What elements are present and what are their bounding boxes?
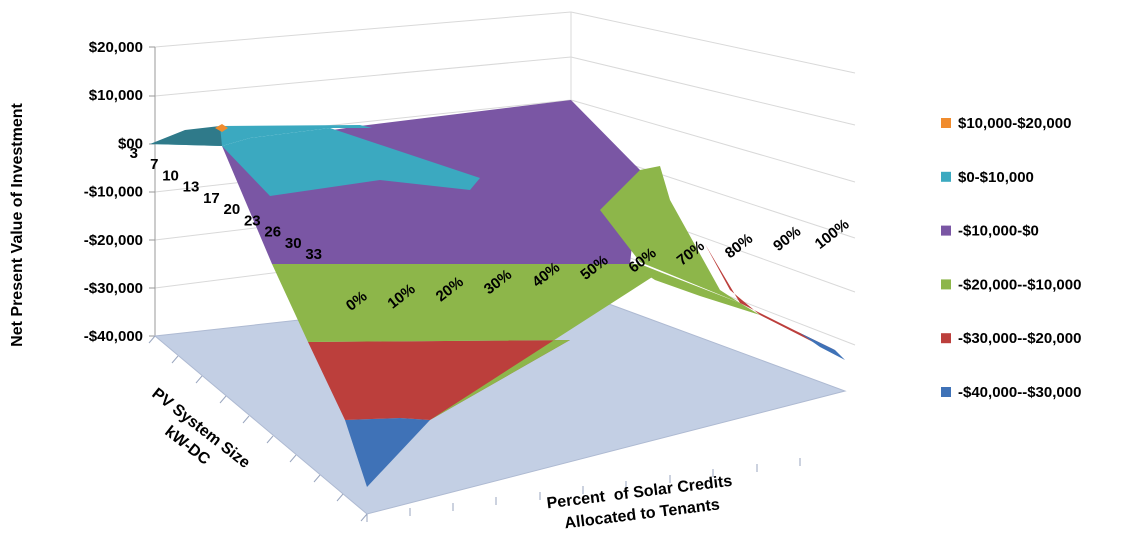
legend-swatch xyxy=(941,225,951,236)
size-axis-tick-label: 20 xyxy=(224,201,241,218)
percent-axis-tick-label: 80% xyxy=(722,230,756,262)
size-axis-tick-label: 33 xyxy=(305,246,322,263)
legend-swatch xyxy=(941,279,951,290)
z-axis-tick-label: $20,000 xyxy=(89,39,143,56)
z-axis-tick-label: -$40,000 xyxy=(84,328,143,345)
z-axis-tick-label: -$20,000 xyxy=(84,232,143,249)
surface-right-green-patch xyxy=(600,166,740,303)
surface-band-neg40k xyxy=(345,418,430,487)
surface-region-10k-20k xyxy=(215,124,228,132)
z-axis-tick-label: $00 xyxy=(118,135,143,152)
legend-label: -$20,000--$10,000 xyxy=(958,276,1081,293)
legend-label: -$10,000-$0 xyxy=(958,223,1039,240)
size-axis-tick-label: 3 xyxy=(130,145,138,162)
percent-axis-tick-label: 90% xyxy=(770,223,804,255)
z-axis-tick-label: -$30,000 xyxy=(84,280,143,297)
z-axis-tick-labels: $20,000 $10,000 $00 -$10,000 -$20,000 -$30,00… xyxy=(84,39,143,345)
size-axis-tick-label: 30 xyxy=(285,235,302,252)
size-axis-tick-label: 13 xyxy=(183,179,200,196)
size-axis-tick-label: 26 xyxy=(264,224,281,241)
legend-label: -$40,000--$30,000 xyxy=(958,384,1081,401)
legend-label: -$30,000--$20,000 xyxy=(958,330,1081,347)
z-axis-tick-label: $10,000 xyxy=(89,87,143,104)
legend-swatch xyxy=(941,118,951,128)
legend: $10,000-$20,000 $0-$10,000 -$10,000-$0 -$20… xyxy=(941,115,1081,401)
z-axis-tick-label: -$10,000 xyxy=(84,184,143,201)
z-axis-ticks xyxy=(149,46,155,337)
surface-band-neg30k xyxy=(308,340,570,420)
size-axis-tick-label: 23 xyxy=(244,212,261,229)
surface-region-0-10k xyxy=(222,128,480,196)
legend-label: $0-$10,000 xyxy=(958,169,1034,186)
legend-label: $10,000-$20,000 xyxy=(958,115,1071,132)
legend-swatch xyxy=(941,387,951,397)
size-axis-tick-label: 10 xyxy=(162,167,179,184)
floor-ticks xyxy=(148,335,801,522)
size-axis-tick-label: 7 xyxy=(150,156,158,173)
surface xyxy=(150,100,845,487)
surface-right-blue-tip xyxy=(800,333,845,360)
z-axis-title: Net Present Value of Investment xyxy=(9,103,26,347)
surface-region-edge-dark xyxy=(150,126,222,146)
percent-axis-title: Percent of Solar Credits Allocated to Te… xyxy=(546,473,733,533)
percent-axis-tick-label: 100% xyxy=(812,216,853,253)
size-axis-tick-label: 17 xyxy=(203,190,220,207)
surface-band-neg20k xyxy=(272,264,660,420)
legend-swatch xyxy=(941,171,951,182)
legend-swatch xyxy=(941,333,951,344)
surface-right-green-slope xyxy=(630,264,760,315)
